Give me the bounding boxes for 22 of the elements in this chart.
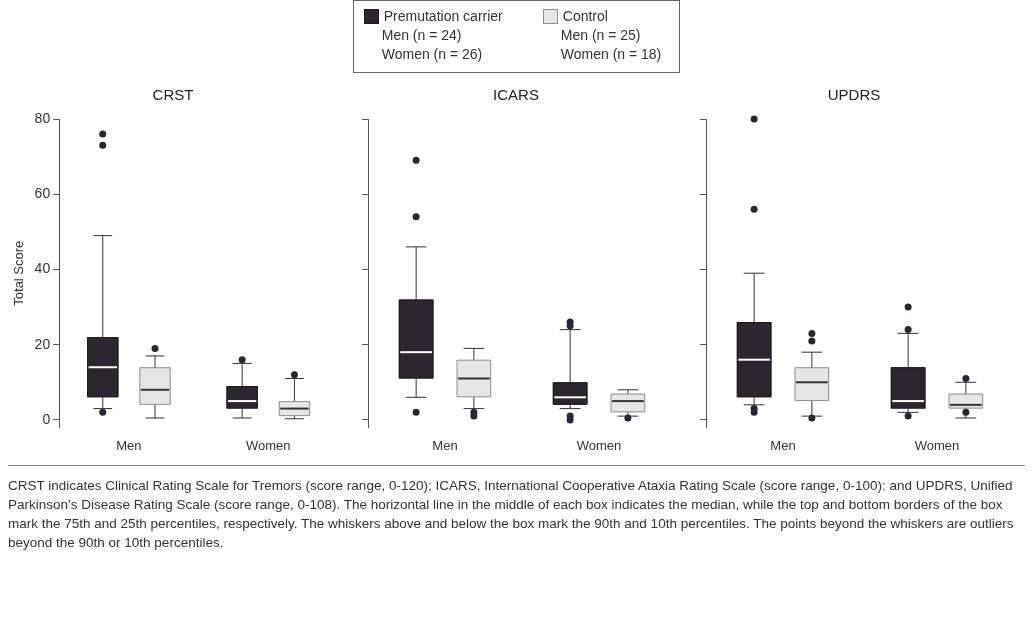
x-tick-label: Women <box>246 437 291 453</box>
y-tick-label: 60 <box>34 185 51 202</box>
x-tick-label: Men <box>770 437 796 453</box>
y-axis-title: Total Score <box>11 240 27 306</box>
text: Women (n = 18) <box>559 45 662 64</box>
chart-title: CRST <box>152 86 194 104</box>
text: Men (n = 25) <box>559 26 642 45</box>
y-tick-label: 0 <box>42 410 51 427</box>
text: Men (n = 24) <box>380 26 463 45</box>
x-tick-label: Women <box>576 437 622 453</box>
text: CRST indicates Clinical Rating Scale for Tremors (score range, 0-120); ICARS, International Cooperative Ataxia Rating Scale (score range, 0-100): and UPDRS, Unified Parkinson’s Disease Rating Scale (score range, 0-108). The horizontal line in the middle of each box indicates the median, while the top and bottom borders of the box mark the 75th and 25th percentiles, respectively. The whiskers above and below the box mark the 90th and 10th percentiles. The points beyond the whiskers are outliers beyond the 90th or 10th percentiles. <box>8 477 1015 552</box>
chart-title: UPDRS <box>827 86 881 104</box>
y-tick-label: 20 <box>34 335 51 352</box>
legend-label: Premutation carrier <box>383 7 503 26</box>
x-tick-label: Men <box>116 437 142 453</box>
legend-label: Control <box>562 7 608 26</box>
text: Women (n = 26) <box>380 45 484 64</box>
x-tick-label: Men <box>432 437 458 453</box>
y-tick-label: 80 <box>34 109 51 126</box>
chart-title: ICARS <box>493 86 539 104</box>
y-tick-label: 40 <box>34 260 51 277</box>
x-tick-label: Women <box>914 437 960 453</box>
